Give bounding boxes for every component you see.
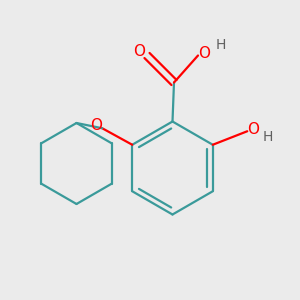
Text: O: O — [199, 46, 211, 61]
Text: O: O — [134, 44, 146, 59]
Text: O: O — [247, 122, 259, 137]
Text: O: O — [90, 118, 102, 133]
Text: H: H — [262, 130, 273, 144]
Text: H: H — [215, 38, 226, 52]
